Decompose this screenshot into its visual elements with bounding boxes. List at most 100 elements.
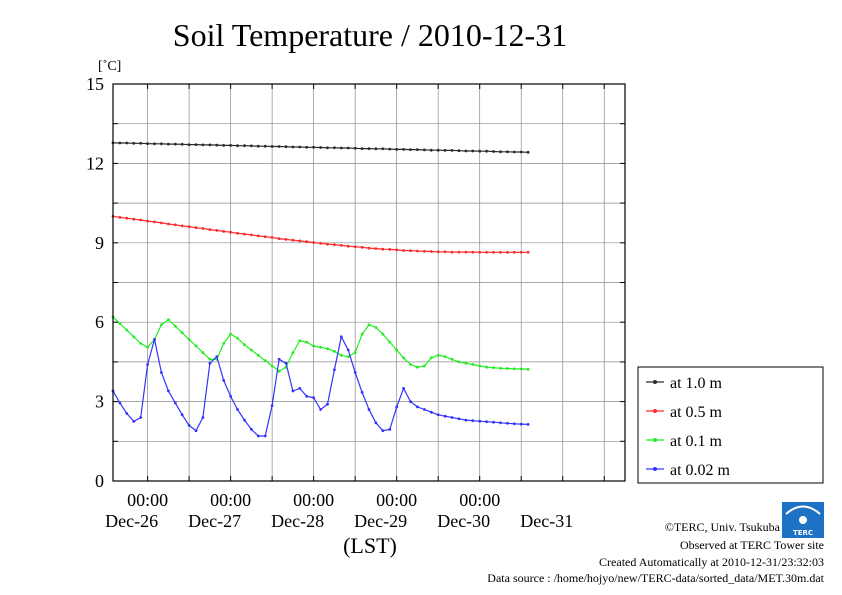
data-point <box>160 371 163 374</box>
data-point <box>526 367 530 371</box>
data-point <box>270 364 274 368</box>
data-point <box>187 338 191 341</box>
data-point <box>402 148 405 151</box>
data-point <box>139 141 143 145</box>
legend-label: at 0.02 m <box>670 462 731 479</box>
footer-observed: Observed at TERC Tower site <box>680 538 824 552</box>
data-point <box>180 413 184 417</box>
data-point <box>416 365 419 369</box>
x-tick-time-label: 00:00 <box>293 490 334 510</box>
data-point <box>215 355 219 358</box>
data-point <box>326 347 329 351</box>
data-point <box>485 149 488 153</box>
data-point <box>215 229 219 232</box>
data-point <box>492 150 495 153</box>
terc-logo: TERC <box>782 502 824 538</box>
data-point <box>298 387 302 390</box>
data-point <box>395 248 399 252</box>
data-point <box>416 249 419 253</box>
data-point <box>339 146 343 150</box>
data-point <box>346 146 350 150</box>
data-point <box>146 219 150 223</box>
data-point <box>215 143 219 147</box>
data-point <box>291 238 295 242</box>
data-point <box>423 408 426 411</box>
data-point <box>450 250 454 254</box>
data-point <box>187 424 191 427</box>
data-point <box>346 348 350 352</box>
x-tick-time-label: 00:00 <box>376 490 417 510</box>
data-point <box>305 240 309 244</box>
y-tick-label: 9 <box>95 233 104 253</box>
data-point <box>436 250 440 254</box>
data-point <box>229 394 233 398</box>
data-point <box>201 416 205 419</box>
data-point <box>201 143 205 147</box>
data-point <box>201 227 205 230</box>
data-point <box>443 414 447 418</box>
data-point <box>229 332 233 336</box>
data-point <box>146 363 150 366</box>
data-point <box>222 144 226 147</box>
data-point <box>312 241 315 244</box>
data-point <box>360 245 364 249</box>
data-point <box>388 340 392 344</box>
data-point <box>519 422 523 426</box>
data-point <box>118 322 122 325</box>
data-point <box>229 144 233 147</box>
data-point <box>132 335 136 339</box>
x-axis: 00:00Dec-2600:00Dec-2700:00Dec-2800:00De… <box>105 84 605 531</box>
data-point <box>416 405 419 409</box>
data-point <box>167 318 170 321</box>
legend-label: at 0.1 m <box>670 433 723 450</box>
data-point <box>360 390 364 394</box>
data-point <box>291 145 295 149</box>
data-point <box>464 361 468 365</box>
data-point <box>256 234 260 238</box>
data-point <box>194 429 198 433</box>
data-point <box>208 357 212 361</box>
y-tick-label: 6 <box>95 312 104 332</box>
data-point <box>526 423 530 426</box>
data-point <box>374 326 378 329</box>
data-point <box>250 428 253 431</box>
data-point <box>319 345 322 349</box>
data-point <box>125 328 129 332</box>
data-point <box>312 145 315 149</box>
data-point <box>180 224 184 228</box>
data-point <box>256 353 260 357</box>
data-point <box>353 146 357 150</box>
data-point <box>270 236 274 239</box>
data-point <box>180 331 184 335</box>
data-point <box>139 342 143 345</box>
data-point <box>471 419 475 423</box>
data-point <box>201 351 205 354</box>
data-point <box>506 250 509 254</box>
data-point <box>457 360 461 364</box>
data-point <box>381 332 385 336</box>
data-point <box>243 343 246 347</box>
data-point <box>270 404 274 407</box>
data-point <box>402 387 405 390</box>
series-line-2 <box>112 215 529 253</box>
data-point <box>416 148 419 152</box>
data-point <box>222 379 226 382</box>
data-point <box>346 244 350 248</box>
data-point <box>236 144 239 148</box>
y-axis: 0 3 6 9 12 15 <box>86 74 625 491</box>
data-point <box>146 345 150 349</box>
data-point <box>429 148 433 152</box>
data-point <box>450 357 454 361</box>
legend-swatch-marker <box>653 380 657 384</box>
data-point <box>236 336 239 340</box>
data-point <box>519 250 523 254</box>
data-point <box>512 422 516 426</box>
data-point <box>519 150 523 154</box>
x-tick-time-label: 00:00 <box>210 490 251 510</box>
data-point <box>132 141 136 145</box>
data-point <box>118 216 122 219</box>
data-point <box>464 418 468 422</box>
data-point <box>236 231 239 235</box>
data-point <box>305 394 309 398</box>
